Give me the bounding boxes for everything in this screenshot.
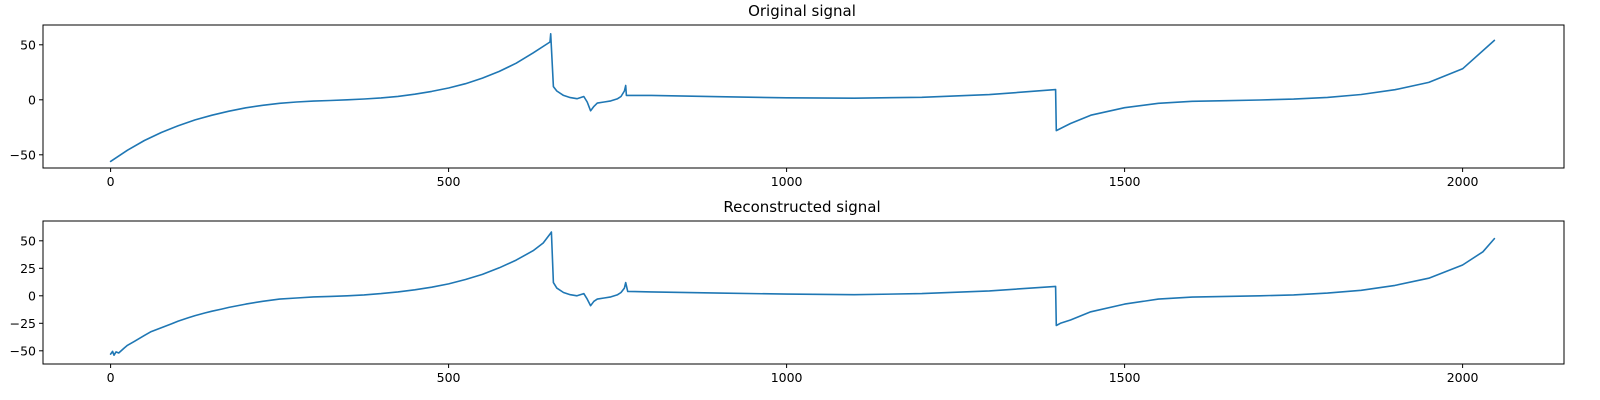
- reconstructed-signal-y-tick-label: −50: [10, 343, 36, 358]
- reconstructed-signal-x-tick-label: 500: [437, 370, 461, 385]
- reconstructed-signal-x-tick-label: 1000: [771, 370, 803, 385]
- original-signal-x-tick-label: 1500: [1109, 174, 1141, 189]
- original-signal-title: Original signal: [748, 2, 856, 20]
- reconstructed-signal-axes: Reconstructed signal 0 500 1000 1500 2000−50…: [10, 198, 1565, 385]
- original-signal-y-tick-label: −50: [10, 147, 36, 162]
- reconstructed-signal-y-tick-label: 0: [28, 288, 36, 303]
- original-signal-frame: [42, 24, 1565, 169]
- reconstructed-signal-frame: [42, 220, 1565, 365]
- reconstructed-signal-x-tick-label: 0: [107, 370, 115, 385]
- reconstructed-signal-x-tick-label: 1500: [1109, 370, 1141, 385]
- original-signal-x-tick-label: 2000: [1447, 174, 1479, 189]
- reconstructed-signal-y-tick-label: −25: [10, 316, 36, 331]
- original-signal-x-tick-label: 500: [437, 174, 461, 189]
- reconstructed-signal-ticks: 0 500 1000 1500 2000 −50 −25 0 25 50: [10, 233, 1479, 385]
- reconstructed-signal-y-tick-label: 50: [20, 233, 36, 248]
- original-signal-line: [109, 33, 1496, 163]
- original-signal-ticks: 0 500 1000 1500 2000 −50 0 50: [10, 37, 1479, 189]
- original-signal-axes: Original signal 0 500 1000 1500 2000 −50 0 50: [10, 2, 1565, 189]
- original-signal-y-tick-label: 0: [28, 92, 36, 107]
- original-signal-x-tick-label: 0: [107, 174, 115, 189]
- reconstructed-signal-y-tick-label: 25: [20, 261, 36, 276]
- original-signal-x-tick-label: 1000: [771, 174, 803, 189]
- reconstructed-signal-title: Reconstructed signal: [723, 198, 880, 216]
- reconstructed-signal-x-tick-label: 2000: [1447, 370, 1479, 385]
- original-signal-y-tick-label: 50: [20, 37, 36, 52]
- reconstructed-signal-line: [109, 231, 1496, 356]
